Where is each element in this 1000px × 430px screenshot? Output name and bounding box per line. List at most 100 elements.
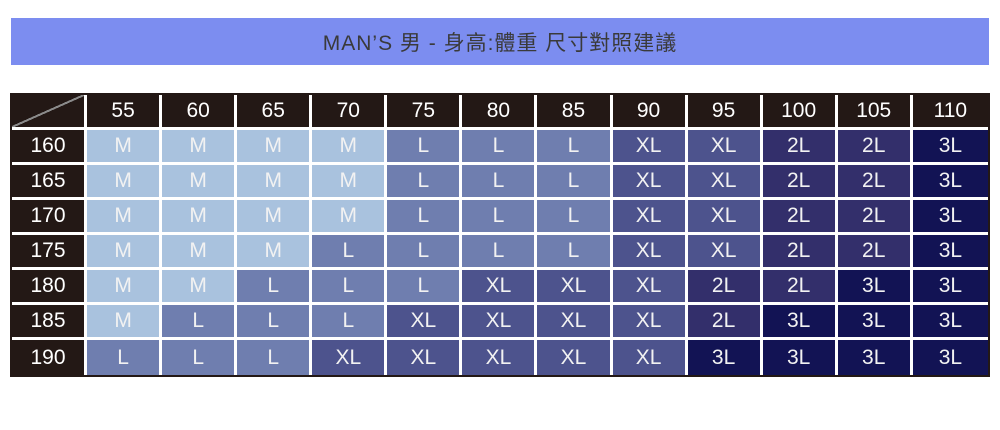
weight-header-cell: 60 xyxy=(162,95,238,130)
size-cell: XL xyxy=(687,200,763,235)
size-cell: 2L xyxy=(837,200,913,235)
size-cell: XL xyxy=(687,130,763,165)
size-cell: M xyxy=(162,165,238,200)
size-cell: L xyxy=(462,235,538,270)
size-cell: L xyxy=(312,235,388,270)
size-cell: 3L xyxy=(837,305,913,340)
size-cell: M xyxy=(237,200,313,235)
size-cell: XL xyxy=(612,270,688,305)
size-cell: 3L xyxy=(912,130,988,165)
size-cell: M xyxy=(162,200,238,235)
size-chart-table-wrap: 55 60 65 70 75 80 85 90 95 100 105 110 160 M M M M L L L XL X… xyxy=(10,93,990,377)
size-cell: XL xyxy=(462,305,538,340)
size-cell: 2L xyxy=(687,270,763,305)
size-cell: M xyxy=(237,165,313,200)
weight-header-cell: 90 xyxy=(612,95,688,130)
size-cell: L xyxy=(312,305,388,340)
size-cell: M xyxy=(87,165,163,200)
size-cell: M xyxy=(87,235,163,270)
height-header-cell: 175 xyxy=(12,235,88,270)
size-cell: XL xyxy=(687,235,763,270)
height-header-cell: 170 xyxy=(12,200,88,235)
height-header-cell: 160 xyxy=(12,130,88,165)
size-cell: XL xyxy=(537,305,613,340)
size-cell: 2L xyxy=(837,130,913,165)
size-cell: 2L xyxy=(837,235,913,270)
size-cell: XL xyxy=(612,200,688,235)
size-cell: 3L xyxy=(912,270,988,305)
size-cell: L xyxy=(237,340,313,375)
size-row-175: 175 M M M L L L L XL XL 2L 2L 3L xyxy=(12,235,988,270)
size-cell: L xyxy=(462,200,538,235)
size-cell: XL xyxy=(312,340,388,375)
size-cell: L xyxy=(462,165,538,200)
size-cell: 2L xyxy=(687,305,763,340)
size-row-180: 180 M M L L L XL XL XL 2L 2L 3L 3L xyxy=(12,270,988,305)
size-cell: L xyxy=(462,130,538,165)
size-row-160: 160 M M M M L L L XL XL 2L 2L 3L xyxy=(12,130,988,165)
size-cell: M xyxy=(312,130,388,165)
size-cell: L xyxy=(237,305,313,340)
size-cell: L xyxy=(237,270,313,305)
size-cell: 3L xyxy=(912,235,988,270)
corner-diagonal-cell xyxy=(12,95,88,130)
height-header-cell: 165 xyxy=(12,165,88,200)
size-cell: 3L xyxy=(762,340,838,375)
size-cell: XL xyxy=(612,305,688,340)
size-cell: L xyxy=(87,340,163,375)
size-cell: L xyxy=(162,305,238,340)
size-cell: M xyxy=(87,305,163,340)
size-cell: L xyxy=(387,165,463,200)
size-cell: 2L xyxy=(762,200,838,235)
weight-header-cell: 95 xyxy=(687,95,763,130)
size-cell: XL xyxy=(612,235,688,270)
title-bar: MAN’S 男 - 身高:體重 尺寸對照建議 xyxy=(11,18,989,65)
size-cell: 3L xyxy=(912,305,988,340)
size-cell: XL xyxy=(612,165,688,200)
size-cell: XL xyxy=(387,340,463,375)
weight-header-cell: 65 xyxy=(237,95,313,130)
weight-header-cell: 70 xyxy=(312,95,388,130)
size-cell: L xyxy=(537,235,613,270)
size-cell: L xyxy=(387,270,463,305)
size-cell: M xyxy=(237,235,313,270)
weight-header-cell: 55 xyxy=(87,95,163,130)
size-cell: L xyxy=(387,130,463,165)
size-row-170: 170 M M M M L L L XL XL 2L 2L 3L xyxy=(12,200,988,235)
size-row-190: 190 L L L XL XL XL XL XL 3L 3L 3L 3L xyxy=(12,340,988,375)
weight-header-cell: 75 xyxy=(387,95,463,130)
size-cell: M xyxy=(87,130,163,165)
size-cell: M xyxy=(312,200,388,235)
size-cell: 2L xyxy=(837,165,913,200)
size-cell: L xyxy=(537,130,613,165)
size-cell: XL xyxy=(387,305,463,340)
weight-header-cell: 105 xyxy=(837,95,913,130)
size-cell: XL xyxy=(462,270,538,305)
size-cell: 3L xyxy=(912,340,988,375)
page-title: MAN’S 男 - 身高:體重 尺寸對照建議 xyxy=(322,31,678,55)
size-cell: XL xyxy=(462,340,538,375)
weight-header-cell: 80 xyxy=(462,95,538,130)
size-cell: M xyxy=(162,235,238,270)
size-cell: M xyxy=(87,270,163,305)
size-cell: M xyxy=(312,165,388,200)
size-cell: L xyxy=(537,165,613,200)
size-cell: L xyxy=(537,200,613,235)
weight-header-row: 55 60 65 70 75 80 85 90 95 100 105 110 xyxy=(12,95,988,130)
size-cell: XL xyxy=(687,165,763,200)
size-cell: XL xyxy=(537,340,613,375)
height-header-cell: 180 xyxy=(12,270,88,305)
size-cell: 3L xyxy=(762,305,838,340)
size-cell: L xyxy=(162,340,238,375)
size-cell: XL xyxy=(612,130,688,165)
size-cell: 2L xyxy=(762,165,838,200)
size-cell: 3L xyxy=(687,340,763,375)
size-row-185: 185 M L L L XL XL XL XL 2L 3L 3L 3L xyxy=(12,305,988,340)
weight-header-cell: 110 xyxy=(912,95,988,130)
size-cell: 3L xyxy=(837,340,913,375)
weight-header-cell: 100 xyxy=(762,95,838,130)
size-cell: 3L xyxy=(912,200,988,235)
size-cell: 2L xyxy=(762,235,838,270)
size-cell: M xyxy=(162,270,238,305)
